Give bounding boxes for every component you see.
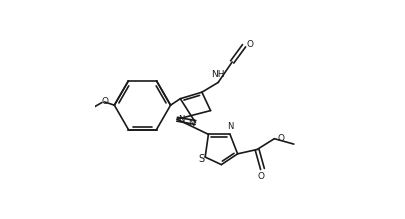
Text: O: O [257, 172, 264, 181]
Text: S: S [198, 154, 204, 164]
Text: N: N [227, 122, 233, 131]
Text: N: N [177, 115, 184, 124]
Text: O: O [101, 97, 108, 106]
Text: NH: NH [211, 70, 224, 79]
Text: O: O [246, 40, 253, 49]
Text: N: N [188, 119, 194, 128]
Text: O: O [277, 134, 284, 143]
